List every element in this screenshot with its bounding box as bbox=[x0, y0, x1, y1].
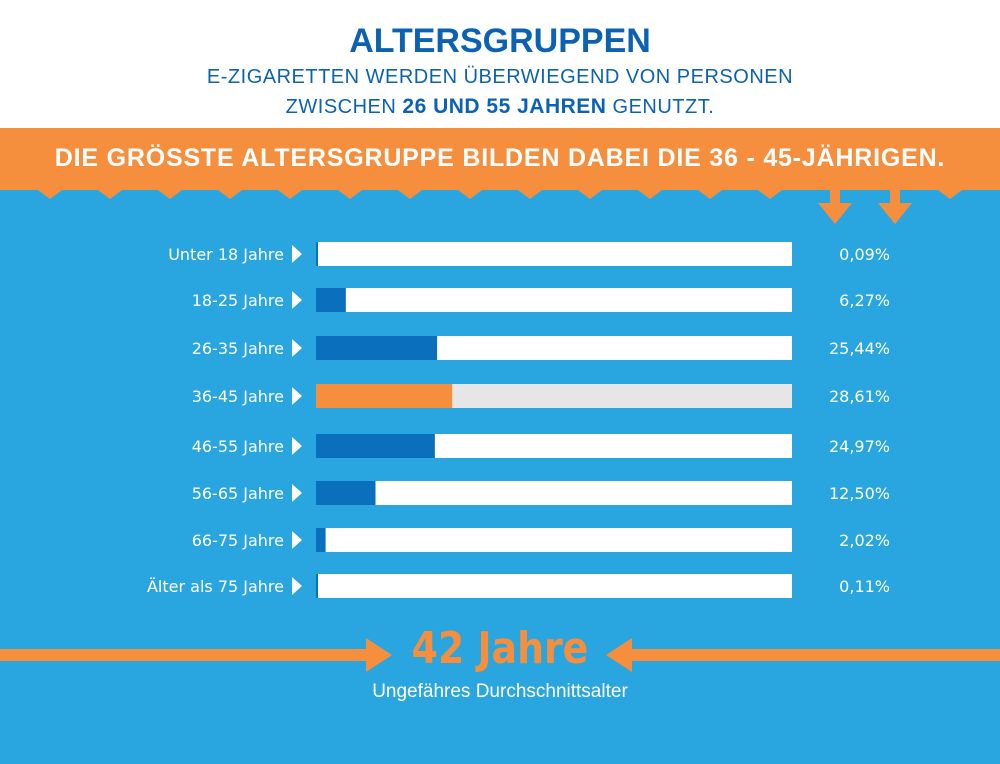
bar-track-1 bbox=[316, 288, 792, 312]
bar-track-7 bbox=[316, 574, 792, 598]
banner-notch-1 bbox=[98, 190, 122, 199]
average-right-arrow-shaft bbox=[628, 649, 1000, 661]
banner-notch-6 bbox=[398, 190, 422, 199]
banner-notch-3 bbox=[218, 190, 242, 199]
banner-notch-13 bbox=[938, 190, 962, 199]
banner-notch-2 bbox=[158, 190, 182, 199]
pointer-arrow-0 bbox=[818, 190, 852, 224]
value-label-0: 0,09% bbox=[839, 245, 890, 264]
bar-track-0 bbox=[316, 242, 792, 266]
banner-notch-9 bbox=[578, 190, 602, 199]
subtitle-bold-number: 26 bbox=[402, 95, 427, 118]
value-label-5: 12,50% bbox=[829, 484, 890, 503]
bar-2 bbox=[316, 336, 438, 360]
banner-notch-5 bbox=[338, 190, 362, 199]
bar-track-5 bbox=[316, 481, 792, 505]
bar-3 bbox=[316, 384, 453, 408]
category-label-2: 26-35 Jahre bbox=[192, 339, 284, 358]
bar-1 bbox=[316, 288, 346, 312]
value-label-1: 6,27% bbox=[839, 291, 890, 310]
banner-notch-8 bbox=[518, 190, 542, 199]
banner-notch-0 bbox=[38, 190, 62, 199]
banner-notch-12 bbox=[758, 190, 782, 199]
category-label-1: 18-25 Jahre bbox=[192, 291, 284, 310]
banner-notch-11 bbox=[698, 190, 722, 199]
subtitle-text: ZWISCHEN bbox=[285, 96, 403, 118]
subtitle-bold-und: UND bbox=[426, 95, 487, 118]
average-right-arrow-head bbox=[606, 638, 632, 672]
banner-notch-4 bbox=[278, 190, 302, 199]
chart-background bbox=[0, 190, 1000, 764]
banner-notch-10 bbox=[638, 190, 662, 199]
bar-6 bbox=[316, 528, 326, 552]
category-arrow-icon-2 bbox=[292, 339, 302, 357]
category-label-7: Älter als 75 Jahre bbox=[147, 577, 284, 596]
average-left-arrow-shaft bbox=[0, 649, 370, 661]
average-left-arrow-head bbox=[366, 638, 392, 672]
bar-4 bbox=[316, 434, 435, 458]
average-age-value: 42 Jahre bbox=[411, 623, 589, 674]
category-arrow-icon-6 bbox=[292, 531, 302, 549]
category-arrow-icon-5 bbox=[292, 484, 302, 502]
subtitle-line-2: ZWISCHEN 26 UND 55 JAHREN GENUTZT. bbox=[0, 95, 1000, 119]
value-label-4: 24,97% bbox=[829, 437, 890, 456]
bar-7 bbox=[316, 574, 318, 598]
average-age-caption: Ungefähres Durchschnittsalter bbox=[372, 681, 628, 702]
value-label-7: 0,11% bbox=[839, 577, 890, 596]
category-arrow-icon-0 bbox=[292, 245, 302, 263]
pointer-arrow-1 bbox=[878, 190, 912, 224]
category-label-4: 46-55 Jahre bbox=[192, 437, 284, 456]
subtitle-line-1: E-ZIGARETTEN WERDEN ÜBERWIEGEND VON PERS… bbox=[206, 66, 794, 88]
bar-track-6 bbox=[316, 528, 792, 552]
category-arrow-icon-1 bbox=[292, 291, 302, 309]
category-label-0: Unter 18 Jahre bbox=[168, 245, 284, 264]
subtitle-text-end: GENUTZT. bbox=[606, 96, 715, 118]
category-label-5: 56-65 Jahre bbox=[192, 484, 284, 503]
value-label-3: 28,61% bbox=[829, 387, 890, 406]
value-label-2: 25,44% bbox=[829, 339, 890, 358]
highlight-banner bbox=[0, 128, 1000, 190]
category-arrow-icon-4 bbox=[292, 437, 302, 455]
subtitle-bold-years: 55 JAHREN bbox=[486, 95, 607, 118]
category-label-3: 36-45 Jahre bbox=[192, 387, 284, 406]
banner-notch-7 bbox=[458, 190, 482, 199]
category-arrow-icon-3 bbox=[292, 387, 302, 405]
category-label-6: 66-75 Jahre bbox=[192, 531, 284, 550]
bar-0 bbox=[316, 242, 318, 266]
category-arrow-icon-7 bbox=[292, 577, 302, 595]
page-title: ALTERSGRUPPEN bbox=[349, 22, 651, 60]
highlight-text: DIE GRÖSSTE ALTERSGRUPPE BILDEN DABEI DI… bbox=[54, 144, 946, 172]
bar-5 bbox=[316, 481, 376, 505]
value-label-6: 2,02% bbox=[839, 531, 890, 550]
